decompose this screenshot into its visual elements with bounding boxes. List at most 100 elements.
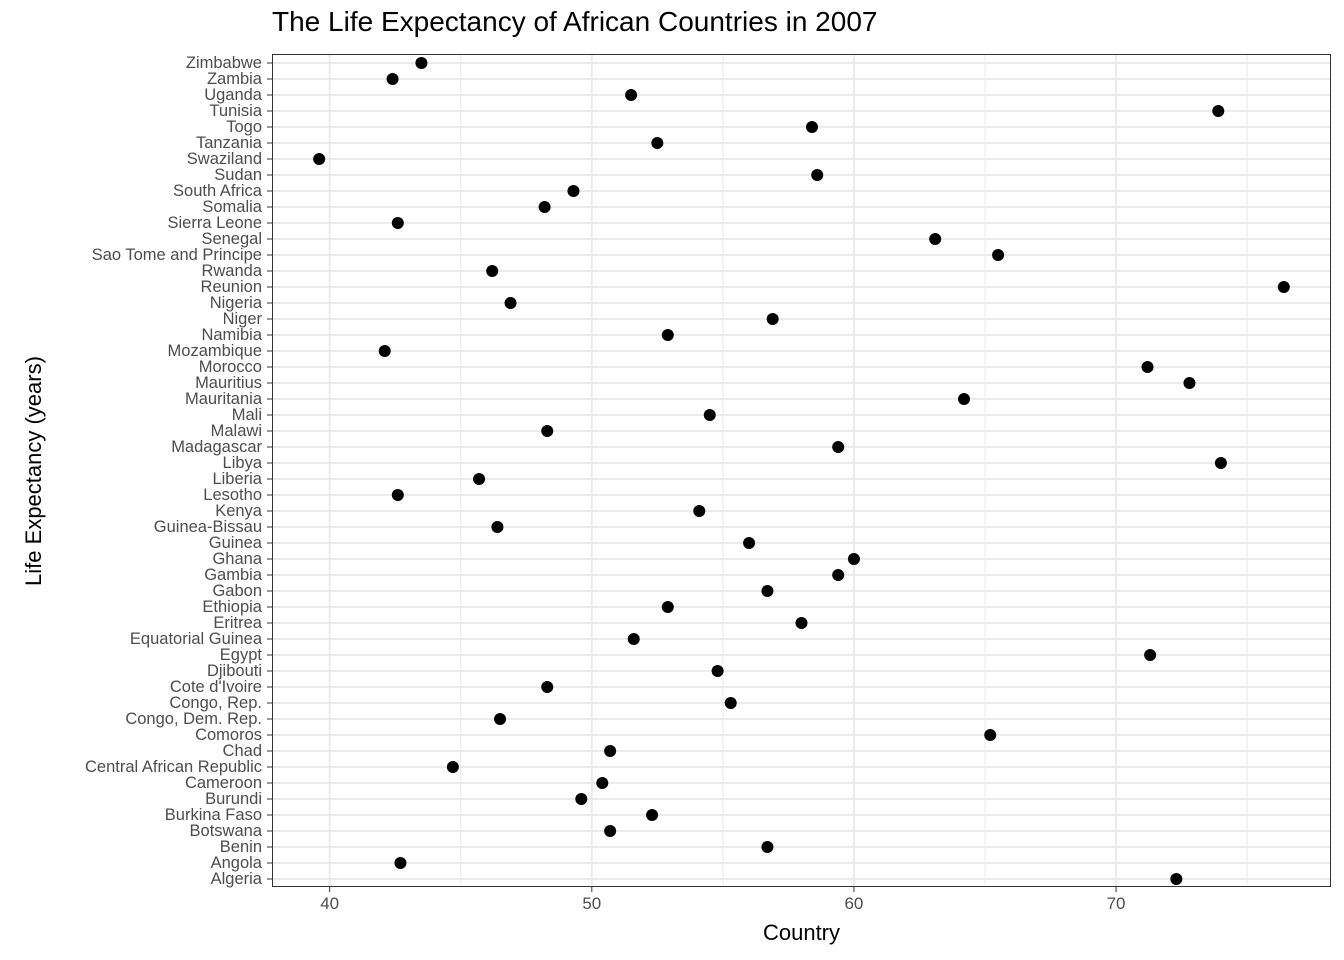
data-point (646, 809, 659, 821)
data-point (313, 153, 326, 165)
data-point (567, 185, 580, 197)
data-point (711, 665, 724, 677)
y-tick-label: Senegal (201, 230, 262, 248)
y-tick-label: Malawi (211, 422, 262, 440)
data-point (627, 633, 640, 645)
y-tick-label: Comoros (195, 726, 262, 744)
y-tick-label: Sudan (214, 166, 262, 184)
data-point (1170, 873, 1183, 885)
data-point (596, 777, 609, 789)
y-tick-label: Uganda (204, 86, 263, 104)
y-tick-label: Congo, Rep. (169, 694, 262, 712)
data-point (929, 233, 942, 245)
grid-layer (272, 54, 1331, 887)
y-tick-label: Madagascar (171, 438, 262, 456)
data-point (541, 425, 554, 437)
y-tick-label: Reunion (201, 278, 262, 296)
y-tick-label: Guinea-Bissau (154, 518, 262, 536)
x-axis: 40 50 60 70 (320, 887, 1126, 913)
data-point (1212, 105, 1225, 117)
y-tick-label: Egypt (220, 646, 263, 664)
y-tick-label: Cote d'Ivoire (170, 678, 262, 696)
y-tick-label: Tunisia (209, 102, 262, 120)
data-point (391, 489, 404, 501)
y-tick-label: Mali (232, 406, 262, 424)
y-tick-label: Namibia (201, 326, 262, 344)
y-tick-label: Guinea (209, 534, 263, 552)
y-tick-label: Nigeria (210, 294, 263, 312)
y-tick-label: Benin (220, 838, 262, 856)
y-tick-label: Swaziland (187, 150, 262, 168)
data-point (491, 521, 504, 533)
y-tick-label: Botswana (190, 822, 263, 840)
data-point (378, 345, 391, 357)
data-point (832, 441, 845, 453)
data-point (538, 201, 551, 213)
y-tick-label: Liberia (212, 470, 262, 488)
data-point (761, 841, 774, 853)
y-tick-label: Tanzania (196, 134, 263, 152)
y-tick-label: Ghana (212, 550, 262, 568)
x-tick-label: 60 (844, 894, 863, 913)
y-tick-label: Djibouti (207, 662, 262, 680)
x-tick-label: 50 (582, 894, 601, 913)
y-tick-label: Somalia (202, 198, 262, 216)
panel-border (272, 54, 1331, 887)
y-tick-label: Congo, Dem. Rep. (125, 710, 262, 728)
data-point (504, 297, 517, 309)
data-point (625, 89, 638, 101)
data-point (486, 265, 499, 277)
y-tick-label: Mozambique (168, 342, 262, 360)
y-tick-label: Gambia (204, 566, 263, 584)
y-tick-label: Eritrea (213, 614, 262, 632)
y-tick-label: Togo (226, 118, 262, 136)
y-tick-label: Morocco (199, 358, 262, 376)
data-point (811, 169, 824, 181)
data-point (651, 137, 664, 149)
data-point (473, 473, 486, 485)
y-tick-label: Kenya (215, 502, 263, 520)
data-point (541, 681, 554, 693)
y-tick-label: Algeria (211, 870, 263, 888)
data-point (795, 617, 808, 629)
x-tick-label: 70 (1107, 894, 1126, 913)
data-point (575, 793, 588, 805)
data-point (446, 761, 459, 773)
data-point (743, 537, 756, 549)
y-tick-label: Central African Republic (85, 758, 262, 776)
data-point (1277, 281, 1290, 293)
data-point (394, 857, 407, 869)
y-tick-label: Angola (211, 854, 263, 872)
data-point (805, 121, 818, 133)
y-tick-label: Equatorial Guinea (130, 630, 263, 648)
data-point (604, 825, 617, 837)
x-tick-label: 40 (320, 894, 339, 913)
data-point (494, 713, 507, 725)
data-point (1214, 457, 1227, 469)
y-tick-label: Niger (223, 310, 263, 328)
data-point (661, 601, 674, 613)
data-point (415, 57, 428, 69)
data-point (847, 553, 860, 565)
x-axis-label: Country (762, 920, 841, 945)
y-tick-label: Zambia (207, 70, 263, 88)
data-point (992, 249, 1005, 261)
data-point (761, 585, 774, 597)
data-point (832, 569, 845, 581)
y-tick-label: Burundi (205, 790, 262, 808)
data-point (724, 697, 737, 709)
chart-title: The Life Expectancy of African Countries… (272, 6, 878, 37)
data-point (1183, 377, 1196, 389)
y-tick-label: Gabon (212, 582, 262, 600)
data-point (1144, 649, 1157, 661)
y-tick-label: Sierra Leone (168, 214, 262, 232)
data-point (766, 313, 779, 325)
y-tick-label: Chad (223, 742, 262, 760)
data-point (984, 729, 997, 741)
y-tick-label: Mauritius (195, 374, 262, 392)
data-point (386, 73, 399, 85)
points-layer (313, 57, 1290, 885)
y-tick-label: Lesotho (203, 486, 262, 504)
